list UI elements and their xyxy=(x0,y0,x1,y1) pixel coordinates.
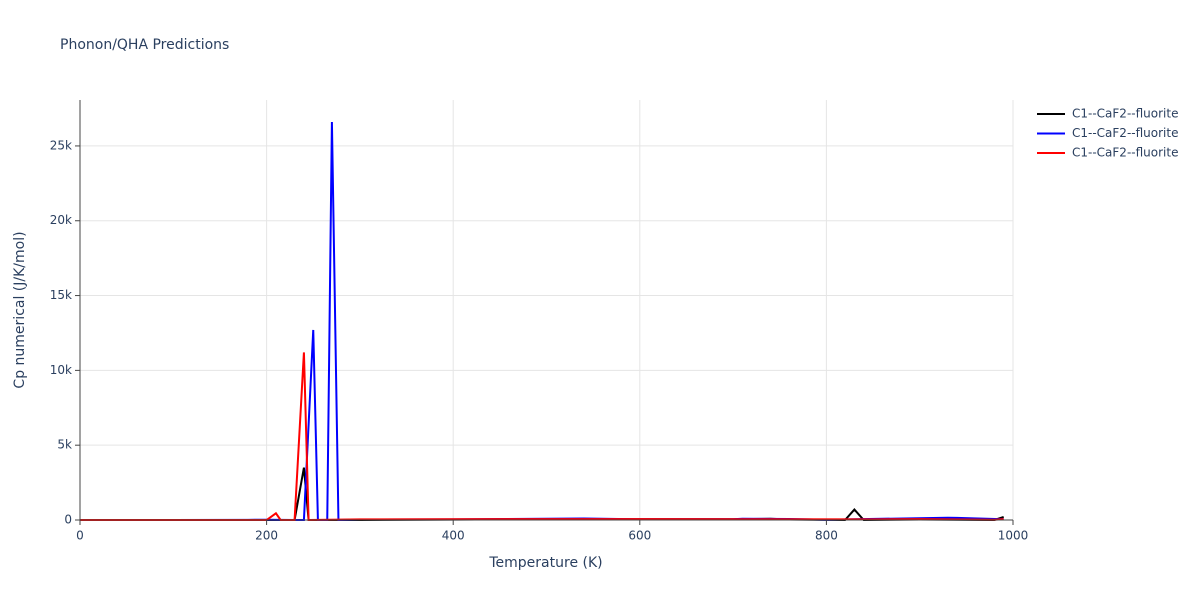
y-tick-label: 15k xyxy=(50,288,72,302)
series-line xyxy=(80,352,1004,522)
x-tick-label: 800 xyxy=(815,529,838,543)
x-tick-label: 0 xyxy=(76,529,84,543)
y-tick-label: 0 xyxy=(64,513,72,527)
x-tick-label: 200 xyxy=(255,529,278,543)
y-axis-title: Cp numerical (J/K/mol) xyxy=(12,231,28,388)
y-tick-label: 10k xyxy=(50,363,72,377)
legend-label: C1--CaF2--fluorite xyxy=(1072,107,1178,121)
x-axis-title: Temperature (K) xyxy=(488,555,602,571)
legend-label: C1--CaF2--fluorite xyxy=(1072,126,1178,140)
x-tick-label: 600 xyxy=(628,529,651,543)
series-line xyxy=(80,121,1004,522)
plot-area xyxy=(80,121,1004,522)
y-tick-label: 5k xyxy=(57,438,72,452)
legend-label: C1--CaF2--fluorite xyxy=(1072,146,1178,160)
y-tick-label: 25k xyxy=(50,138,72,152)
y-tick-label: 20k xyxy=(50,213,72,227)
x-tick-label: 400 xyxy=(442,529,465,543)
chart-title: Phonon/QHA Predictions xyxy=(60,37,229,53)
series-line xyxy=(80,467,1004,522)
grid xyxy=(80,100,1014,520)
x-tick-label: 1000 xyxy=(998,529,1029,543)
